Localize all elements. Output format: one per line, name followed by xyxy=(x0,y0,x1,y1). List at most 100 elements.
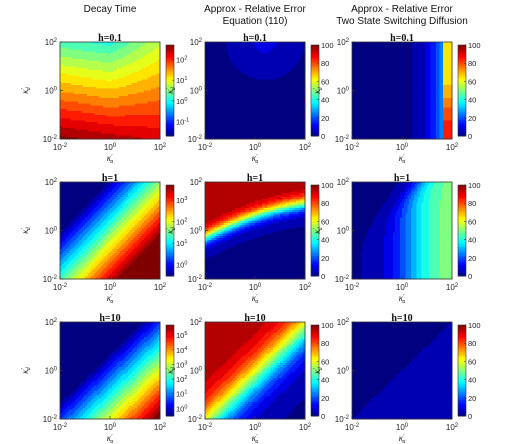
heatmap-cell xyxy=(142,86,145,90)
heatmap-cell xyxy=(72,133,75,136)
heatmap-cell xyxy=(74,56,77,60)
heatmap-cell xyxy=(142,101,145,104)
heatmap-cell xyxy=(88,99,91,103)
heatmap-cell xyxy=(92,42,95,45)
heatmap-cell xyxy=(110,114,113,118)
heatmap-cell xyxy=(133,51,136,54)
heatmap-cells xyxy=(60,42,161,140)
heatmap-cell xyxy=(65,116,68,119)
heatmap-cell xyxy=(152,99,156,103)
heatmap-cell xyxy=(70,118,73,121)
heatmap-cell xyxy=(138,71,141,75)
heatmap-cell xyxy=(138,94,141,97)
heatmap-cell xyxy=(81,68,84,71)
heatmap-cell xyxy=(135,94,138,97)
heatmap-cell xyxy=(81,45,84,48)
heatmap-cell xyxy=(60,56,63,60)
heatmap-cell xyxy=(104,64,107,67)
heatmap-cell xyxy=(129,125,132,129)
heatmap-cell xyxy=(70,69,73,73)
heatmap-cell xyxy=(145,133,148,136)
heatmap-cell xyxy=(68,45,72,48)
heatmap-cell xyxy=(118,122,122,125)
heatmap-cell xyxy=(140,47,143,50)
heatmap-cell xyxy=(142,75,145,78)
heatmap-cell xyxy=(117,105,120,108)
heatmap-cell xyxy=(74,103,77,106)
heatmap-cell xyxy=(143,60,147,63)
heatmap-cell xyxy=(88,114,91,118)
heatmap-cell xyxy=(120,69,123,73)
heatmap-cell xyxy=(86,66,89,69)
heatmap-cell xyxy=(68,56,72,60)
heatmap-cell xyxy=(61,92,64,95)
heatmap-cell xyxy=(133,112,136,116)
heatmap-cell xyxy=(140,62,143,65)
heatmap-cell xyxy=(152,131,156,134)
heatmap-cell xyxy=(151,86,154,90)
heatmap-cell xyxy=(77,107,81,110)
column-title-3-line-2: Two State Switching Diffusion xyxy=(336,16,468,27)
heatmap-cell xyxy=(140,127,143,131)
heatmap-cell xyxy=(108,42,111,45)
heatmap-cell xyxy=(136,84,139,88)
heatmap-cells xyxy=(205,42,306,140)
heatmap-cell xyxy=(108,86,111,90)
heatmap-cell xyxy=(92,90,95,93)
heatmap-cell xyxy=(126,81,129,84)
heatmap-cell xyxy=(149,64,152,67)
heatmap-cell xyxy=(74,69,77,73)
heatmap-cell xyxy=(85,107,88,110)
heatmap-cell xyxy=(77,60,81,63)
heatmap-cell xyxy=(120,83,123,86)
heatmap-cell xyxy=(140,68,143,71)
heatmap-cell xyxy=(63,133,66,136)
heatmap-cell xyxy=(85,111,88,114)
heatmap-cell xyxy=(135,64,138,67)
heatmap-cell xyxy=(92,103,95,106)
heatmap-cell xyxy=(133,69,136,73)
heatmap-cell xyxy=(85,120,88,123)
heatmap-cell xyxy=(76,84,79,88)
heatmap-cell xyxy=(136,124,139,127)
heatmap-cell xyxy=(145,129,148,132)
heatmap-cell xyxy=(126,118,129,121)
heatmap-cell xyxy=(61,51,64,54)
heatmap-cell xyxy=(124,107,127,110)
heatmap-cell xyxy=(76,94,79,97)
heatmap-cell xyxy=(152,112,156,116)
heatmap-cell xyxy=(113,43,116,47)
heatmap-cell xyxy=(124,69,127,73)
heatmap-cell xyxy=(140,135,143,138)
heatmap-cell xyxy=(95,109,98,112)
heatmap-cell xyxy=(90,53,93,56)
heatmap-cell xyxy=(126,92,129,95)
heatmap-cell xyxy=(81,135,84,138)
heatmap-cell xyxy=(72,58,75,62)
heatmap-cell xyxy=(60,94,63,97)
heatmap-cell xyxy=(120,51,123,54)
heatmap-cell xyxy=(72,114,75,118)
heatmap-cell xyxy=(72,124,75,127)
heatmap-cell xyxy=(135,81,138,84)
heatmap-cell xyxy=(97,58,100,62)
heatmap-cell xyxy=(143,131,147,134)
heatmap-cell xyxy=(131,71,134,75)
heatmap-cell xyxy=(126,53,129,56)
heatmap-cell xyxy=(92,71,95,75)
heatmap-cell xyxy=(61,55,64,58)
heatmap-cell xyxy=(104,135,107,138)
heatmap-cell xyxy=(110,112,113,116)
heatmap-cell xyxy=(88,92,91,95)
heatmap-cell xyxy=(117,122,120,125)
heatmap-cell xyxy=(74,75,77,78)
heatmap-cell xyxy=(117,114,120,118)
heatmap-cell xyxy=(83,109,86,112)
heatmap-cell xyxy=(76,131,79,134)
heatmap-cell xyxy=(93,111,97,114)
heatmap-cell xyxy=(133,83,136,86)
heatmap-cell xyxy=(68,69,72,73)
heatmap-cell xyxy=(67,118,70,121)
heatmap-cell xyxy=(104,97,107,101)
heatmap-cell xyxy=(95,64,98,67)
